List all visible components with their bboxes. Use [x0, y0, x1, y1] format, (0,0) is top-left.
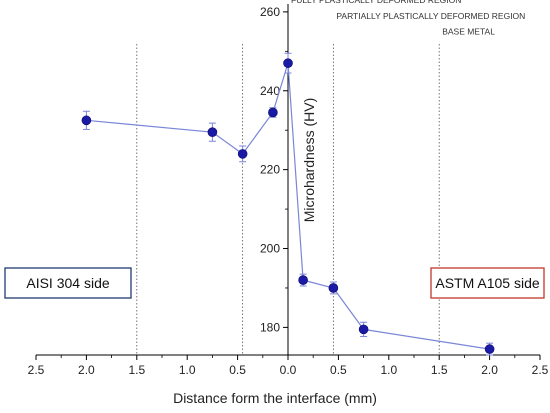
x-tick-label-4: 0.5 — [229, 363, 246, 377]
data-point-0 — [81, 115, 92, 126]
side-box-1 — [430, 267, 545, 299]
y-tick-label-0: 180 — [260, 320, 280, 334]
x-tick-label-10: 2.5 — [532, 363, 549, 377]
data-point-8 — [484, 344, 495, 354]
x-tick-label-0: 2.5 — [28, 363, 45, 377]
y-axis-title: Microhardness (HV) — [301, 98, 317, 222]
y-tick-label-2: 220 — [260, 163, 280, 177]
y-tick-label-1: 200 — [260, 242, 280, 256]
data-point-1 — [207, 127, 218, 137]
side-box-label-0: AISI 304 side — [26, 275, 109, 291]
data-point-6 — [328, 283, 339, 293]
side-box-0 — [4, 267, 132, 299]
data-point-7 — [358, 324, 369, 335]
x-tick-label-7: 1.0 — [380, 363, 397, 377]
data-point-3 — [268, 107, 278, 118]
y-tick-label-3: 240 — [260, 84, 280, 98]
data-point-4 — [283, 58, 293, 68]
x-tick-label-5: 0.0 — [280, 363, 297, 377]
region-label-0: FULLY PLASTICALLY DEFORMED REGION — [291, 0, 461, 5]
side-box-label-1: ASTM A105 side — [435, 275, 539, 291]
data-point-2 — [237, 149, 248, 159]
x-tick-label-8: 1.5 — [431, 363, 448, 377]
x-tick-label-6: 0.5 — [330, 363, 347, 377]
x-tick-label-1: 2.0 — [78, 363, 95, 377]
y-tick-label-4: 260 — [260, 5, 280, 19]
x-tick-label-2: 1.5 — [128, 363, 145, 377]
x-tick-label-3: 1.0 — [179, 363, 196, 377]
x-tick-label-9: 2.0 — [481, 363, 498, 377]
x-axis-title: Distance form the interface (mm) — [173, 390, 377, 406]
region-label-1: PARTIALLY PLASTICALLY DEFORMED REGION — [336, 11, 525, 21]
data-point-5 — [298, 275, 308, 285]
region-label-2: BASE METAL — [442, 27, 495, 37]
